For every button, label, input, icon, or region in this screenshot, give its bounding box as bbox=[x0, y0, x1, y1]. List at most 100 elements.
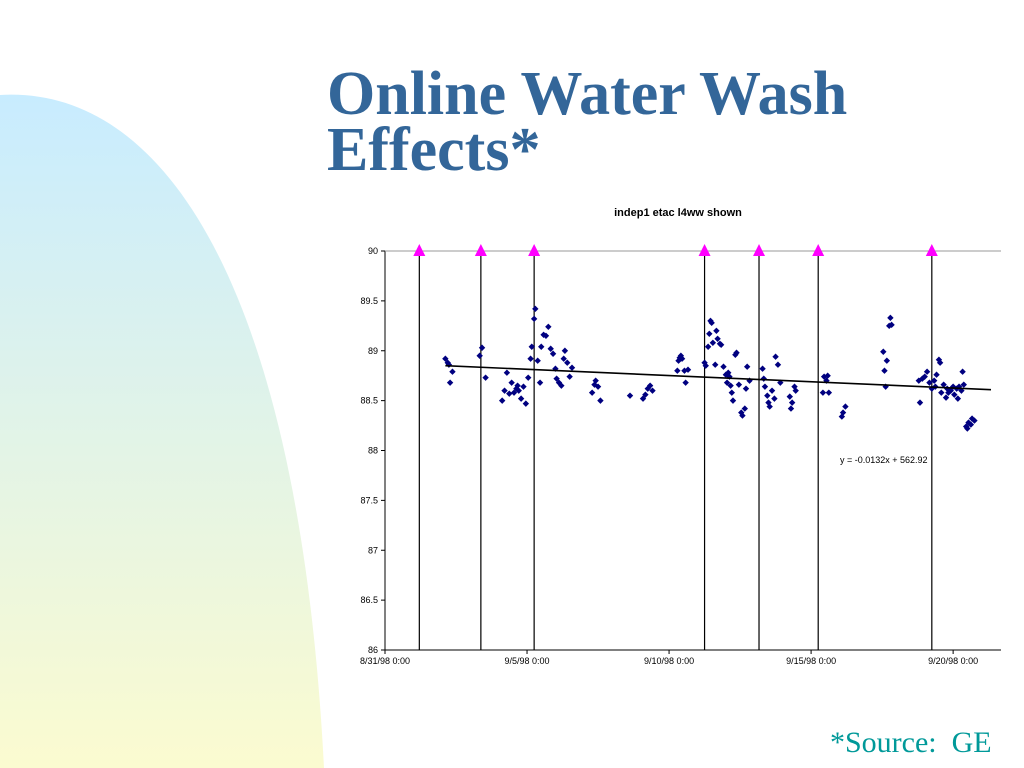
slide-title-line-1: Online Water Wash bbox=[327, 60, 848, 128]
data-point bbox=[708, 319, 715, 327]
water-wash-event-marker bbox=[528, 244, 541, 256]
water-wash-event-marker bbox=[753, 244, 766, 256]
water-wash-event-marker bbox=[413, 244, 426, 256]
y-tick-label: 88 bbox=[368, 446, 378, 456]
data-point bbox=[723, 379, 731, 386]
data-point bbox=[717, 341, 725, 348]
water-wash-event-marker bbox=[925, 244, 938, 256]
y-tick-label: 87 bbox=[368, 545, 378, 555]
x-tick-label: 9/5/98 0:00 bbox=[505, 656, 550, 666]
data-point bbox=[728, 389, 735, 396]
data-point bbox=[926, 379, 933, 386]
data-point bbox=[772, 353, 779, 360]
x-tick-label: 8/31/98 0:00 bbox=[360, 656, 410, 666]
data-point bbox=[568, 364, 576, 371]
y-tick-label: 90 bbox=[368, 246, 378, 256]
data-point bbox=[449, 368, 456, 375]
data-point bbox=[549, 350, 557, 357]
data-point bbox=[514, 382, 521, 389]
background-arc bbox=[0, 94, 324, 768]
data-point bbox=[883, 357, 891, 364]
data-point bbox=[566, 373, 573, 380]
y-tick-label: 86.5 bbox=[360, 595, 378, 605]
data-point bbox=[733, 349, 740, 356]
x-tick-label: 9/20/98 0:00 bbox=[928, 656, 978, 666]
data-point bbox=[824, 372, 831, 379]
data-point bbox=[720, 363, 727, 370]
water-wash-event-marker bbox=[698, 244, 711, 256]
data-point bbox=[706, 330, 713, 337]
data-point bbox=[735, 381, 743, 388]
data-point bbox=[916, 399, 924, 406]
data-point bbox=[825, 389, 833, 396]
data-point bbox=[530, 315, 538, 323]
data-point bbox=[741, 405, 749, 412]
data-point bbox=[742, 385, 750, 392]
data-point bbox=[527, 355, 534, 362]
data-point bbox=[725, 369, 732, 376]
data-point bbox=[712, 361, 719, 368]
data-point bbox=[971, 417, 978, 424]
data-point bbox=[739, 412, 746, 419]
data-point bbox=[558, 382, 565, 389]
data-point bbox=[764, 392, 771, 399]
water-wash-event-markers bbox=[413, 244, 938, 650]
data-point bbox=[506, 390, 513, 397]
data-point bbox=[674, 367, 681, 374]
data-series bbox=[442, 305, 978, 432]
data-point bbox=[960, 381, 967, 388]
data-point bbox=[597, 397, 604, 404]
y-tick-label: 87.5 bbox=[360, 495, 378, 505]
slide-title: Online Water Wash Effects* bbox=[327, 60, 1007, 181]
data-point bbox=[538, 343, 545, 350]
data-point bbox=[759, 365, 766, 372]
trendline-equation: y = -0.0132x + 562.92 bbox=[840, 455, 928, 465]
data-point bbox=[446, 379, 454, 386]
data-point bbox=[547, 345, 554, 352]
data-point bbox=[501, 387, 508, 394]
x-tick-label: 9/10/98 0:00 bbox=[644, 656, 694, 666]
data-point bbox=[786, 393, 793, 400]
data-point bbox=[542, 332, 550, 339]
data-point bbox=[727, 382, 734, 389]
data-point bbox=[564, 359, 571, 366]
data-point bbox=[560, 355, 567, 362]
data-point bbox=[592, 377, 599, 384]
data-point bbox=[887, 314, 894, 322]
y-axis-ticks: 86 86.5 87 87.5 88 88.5 89 89.5 90 bbox=[360, 246, 385, 655]
data-point bbox=[646, 382, 654, 389]
data-point bbox=[713, 327, 720, 334]
data-point bbox=[709, 339, 717, 346]
scatter-chart: indep1 etac l4ww shown 86 86.5 87 87.5 88 88.… bbox=[360, 207, 1001, 666]
data-point bbox=[729, 397, 737, 404]
data-point bbox=[561, 347, 569, 354]
data-point bbox=[478, 344, 486, 351]
data-point bbox=[881, 367, 888, 374]
data-point bbox=[714, 335, 721, 342]
data-point bbox=[704, 343, 712, 350]
data-point bbox=[508, 379, 515, 386]
data-point bbox=[722, 371, 730, 378]
data-point bbox=[761, 383, 769, 390]
data-point bbox=[522, 400, 530, 407]
data-point bbox=[942, 394, 950, 401]
data-point bbox=[951, 391, 958, 398]
data-point bbox=[498, 397, 506, 404]
x-tick-label: 9/15/98 0:00 bbox=[786, 656, 836, 666]
y-tick-label: 86 bbox=[368, 645, 378, 655]
trendline-group: y = -0.0132x + 562.92 bbox=[445, 364, 992, 465]
data-point bbox=[923, 368, 931, 375]
data-point bbox=[771, 395, 778, 402]
data-point bbox=[967, 421, 975, 428]
data-point bbox=[842, 403, 849, 410]
data-point bbox=[726, 373, 733, 380]
data-point bbox=[482, 374, 489, 381]
data-point bbox=[594, 383, 602, 390]
data-point bbox=[940, 381, 947, 388]
chart-title: indep1 etac l4ww shown bbox=[614, 207, 742, 219]
y-tick-label: 89 bbox=[368, 346, 378, 356]
data-point bbox=[839, 409, 847, 416]
data-point bbox=[768, 387, 776, 394]
data-point bbox=[936, 359, 944, 366]
